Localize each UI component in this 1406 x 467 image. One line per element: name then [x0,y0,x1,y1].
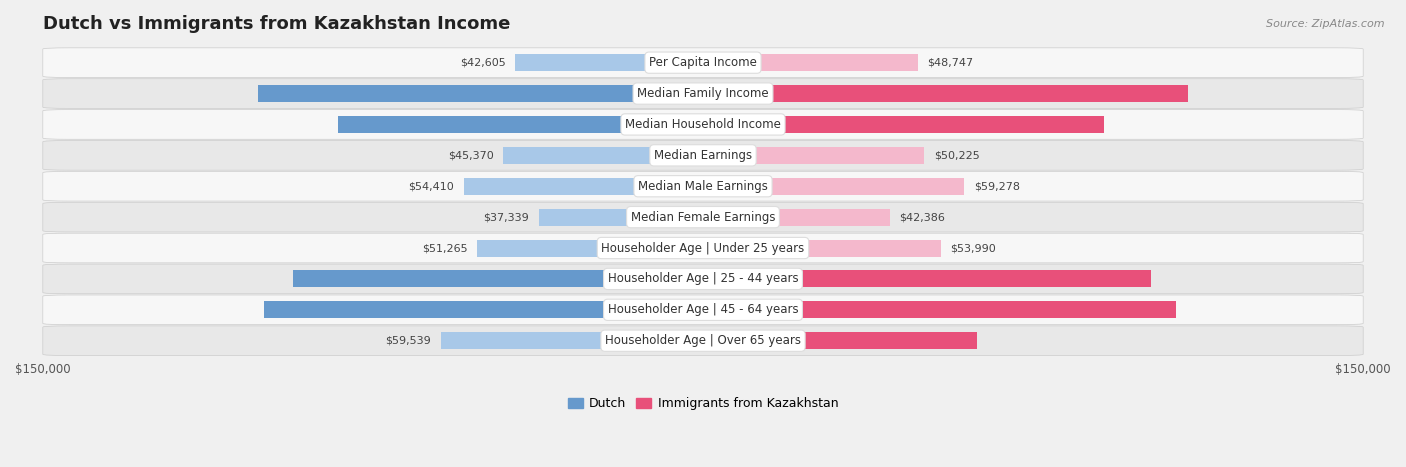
FancyBboxPatch shape [42,141,1364,170]
Text: $101,727: $101,727 [710,274,768,284]
Legend: Dutch, Immigrants from Kazakhstan: Dutch, Immigrants from Kazakhstan [562,392,844,415]
Bar [337,116,703,133]
Text: $62,292: $62,292 [710,336,761,346]
FancyBboxPatch shape [42,79,1364,108]
Text: $42,386: $42,386 [900,212,945,222]
Text: $91,015: $91,015 [710,120,761,129]
Text: $107,378: $107,378 [710,305,768,315]
FancyBboxPatch shape [42,295,1364,325]
FancyBboxPatch shape [42,171,1364,201]
Bar [703,270,1150,287]
Text: $50,225: $50,225 [934,150,980,160]
Bar [516,54,703,71]
Bar [703,147,924,164]
Text: $42,605: $42,605 [460,57,506,68]
Text: Median Male Earnings: Median Male Earnings [638,180,768,193]
Text: Source: ZipAtlas.com: Source: ZipAtlas.com [1267,19,1385,28]
FancyBboxPatch shape [42,326,1364,355]
Text: Median Female Earnings: Median Female Earnings [631,211,775,224]
Bar [294,270,703,287]
Text: Median Earnings: Median Earnings [654,149,752,162]
Bar [703,54,918,71]
Bar [441,332,703,349]
Bar [703,85,1188,102]
Text: $45,370: $45,370 [447,150,494,160]
Text: $82,971: $82,971 [645,120,696,129]
Bar [257,85,703,102]
FancyBboxPatch shape [42,48,1364,78]
Bar [703,332,977,349]
Bar [703,240,941,256]
Text: $37,339: $37,339 [484,212,529,222]
Text: Median Family Income: Median Family Income [637,87,769,100]
Text: Householder Age | 25 - 44 years: Householder Age | 25 - 44 years [607,272,799,285]
Text: Householder Age | 45 - 64 years: Householder Age | 45 - 64 years [607,303,799,316]
FancyBboxPatch shape [42,264,1364,294]
Bar [703,301,1175,318]
Text: Per Capita Income: Per Capita Income [650,56,756,69]
Text: $59,539: $59,539 [385,336,432,346]
Text: $48,747: $48,747 [928,57,973,68]
FancyBboxPatch shape [42,233,1364,263]
Text: $101,192: $101,192 [638,89,696,99]
Text: $99,650: $99,650 [645,305,696,315]
Text: $59,278: $59,278 [974,181,1019,191]
Bar [478,240,703,256]
Bar [703,116,1104,133]
Bar [264,301,703,318]
FancyBboxPatch shape [42,202,1364,232]
Text: $54,410: $54,410 [408,181,454,191]
Bar [464,178,703,195]
Bar [703,209,890,226]
Bar [503,147,703,164]
Bar [703,178,965,195]
FancyBboxPatch shape [42,110,1364,139]
Text: $93,081: $93,081 [645,274,696,284]
Text: Dutch vs Immigrants from Kazakhstan Income: Dutch vs Immigrants from Kazakhstan Inco… [42,15,510,33]
Text: $53,990: $53,990 [950,243,997,253]
Text: Median Household Income: Median Household Income [626,118,780,131]
Text: Householder Age | Under 25 years: Householder Age | Under 25 years [602,241,804,255]
Text: $110,137: $110,137 [710,89,768,99]
Text: $51,265: $51,265 [422,243,467,253]
Text: Householder Age | Over 65 years: Householder Age | Over 65 years [605,334,801,347]
Bar [538,209,703,226]
